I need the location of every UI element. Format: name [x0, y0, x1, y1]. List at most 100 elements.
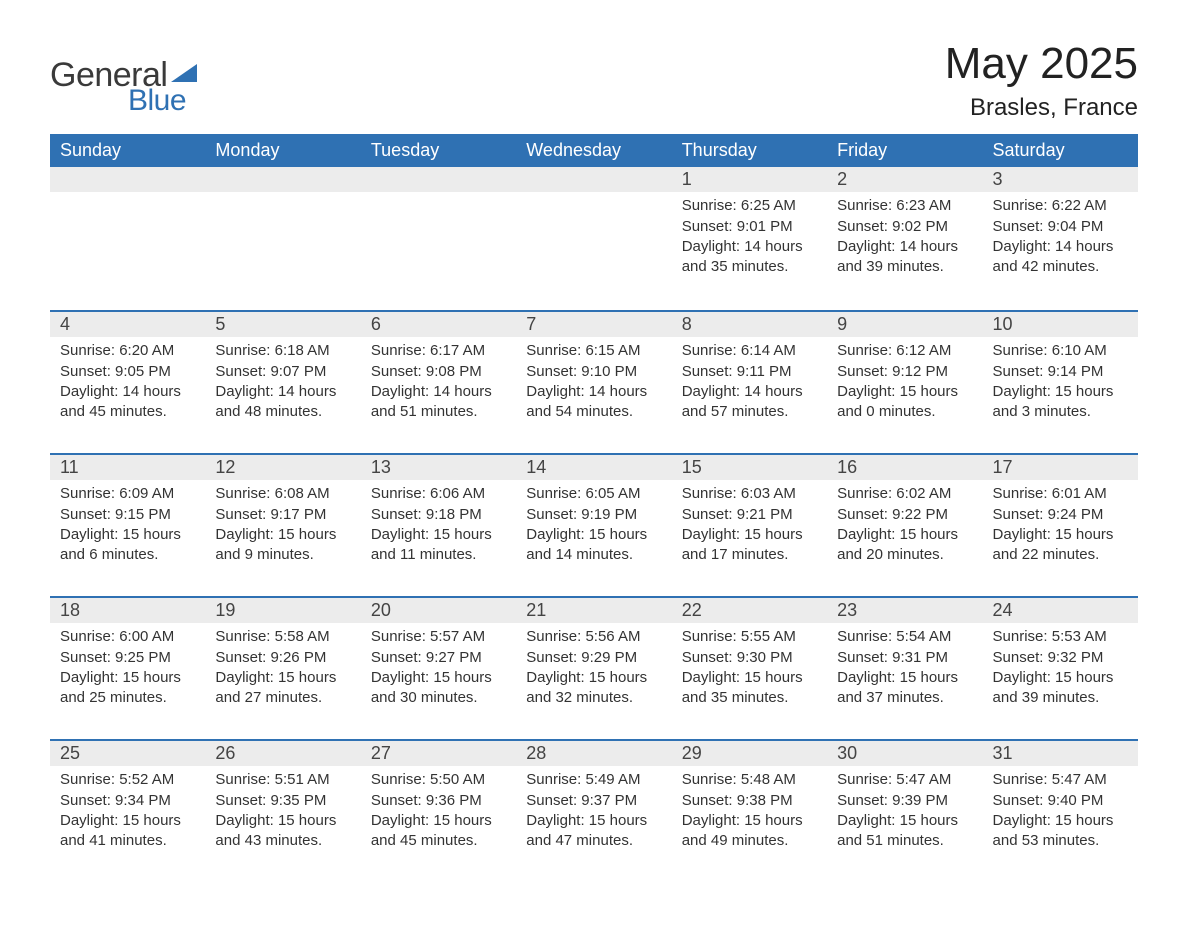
calendar-day-cell: 1Sunrise: 6:25 AMSunset: 9:01 PMDaylight… [672, 167, 827, 310]
day-details: Sunrise: 6:10 AMSunset: 9:14 PMDaylight:… [983, 337, 1138, 430]
calendar-day-cell: 28Sunrise: 5:49 AMSunset: 9:37 PMDayligh… [516, 739, 671, 882]
month-title: May 2025 [945, 40, 1138, 88]
sunset-line: Sunset: 9:18 PM [371, 505, 506, 525]
day-number: 2 [827, 167, 982, 192]
empty-day-number [50, 167, 205, 192]
daylight-line: Daylight: 14 hours and 35 minutes. [682, 237, 817, 278]
sunrise-line: Sunrise: 6:10 AM [993, 341, 1128, 361]
sunset-line: Sunset: 9:39 PM [837, 791, 972, 811]
sunset-line: Sunset: 9:04 PM [993, 217, 1128, 237]
day-details: Sunrise: 6:03 AMSunset: 9:21 PMDaylight:… [672, 480, 827, 573]
day-number: 18 [50, 596, 205, 623]
calendar-day-cell: 2Sunrise: 6:23 AMSunset: 9:02 PMDaylight… [827, 167, 982, 310]
sunrise-line: Sunrise: 5:51 AM [215, 770, 350, 790]
sunset-line: Sunset: 9:22 PM [837, 505, 972, 525]
weekday-header: Monday [205, 134, 360, 167]
empty-day-number [361, 167, 516, 192]
calendar-day-cell: 3Sunrise: 6:22 AMSunset: 9:04 PMDaylight… [983, 167, 1138, 310]
day-details: Sunrise: 5:49 AMSunset: 9:37 PMDaylight:… [516, 766, 671, 859]
sunrise-line: Sunrise: 5:56 AM [526, 627, 661, 647]
day-number: 20 [361, 596, 516, 623]
daylight-line: Daylight: 14 hours and 54 minutes. [526, 382, 661, 423]
day-details: Sunrise: 5:52 AMSunset: 9:34 PMDaylight:… [50, 766, 205, 859]
calendar-page: General Blue May 2025 Brasles, France Su… [0, 0, 1188, 932]
sunset-line: Sunset: 9:31 PM [837, 648, 972, 668]
weekday-header: Sunday [50, 134, 205, 167]
empty-day-number [205, 167, 360, 192]
weekday-header: Wednesday [516, 134, 671, 167]
sunrise-line: Sunrise: 5:47 AM [993, 770, 1128, 790]
weekday-header: Tuesday [361, 134, 516, 167]
sunrise-line: Sunrise: 5:55 AM [682, 627, 817, 647]
sunrise-line: Sunrise: 6:15 AM [526, 341, 661, 361]
day-number: 6 [361, 310, 516, 337]
day-number: 25 [50, 739, 205, 766]
daylight-line: Daylight: 14 hours and 51 minutes. [371, 382, 506, 423]
daylight-line: Daylight: 14 hours and 42 minutes. [993, 237, 1128, 278]
day-details: Sunrise: 6:25 AMSunset: 9:01 PMDaylight:… [672, 192, 827, 285]
daylight-line: Daylight: 15 hours and 30 minutes. [371, 668, 506, 709]
sunset-line: Sunset: 9:35 PM [215, 791, 350, 811]
day-number: 1 [672, 167, 827, 192]
day-details: Sunrise: 5:58 AMSunset: 9:26 PMDaylight:… [205, 623, 360, 716]
day-details: Sunrise: 6:23 AMSunset: 9:02 PMDaylight:… [827, 192, 982, 285]
calendar-table: SundayMondayTuesdayWednesdayThursdayFrid… [50, 134, 1138, 882]
daylight-line: Daylight: 15 hours and 17 minutes. [682, 525, 817, 566]
weekday-header: Thursday [672, 134, 827, 167]
day-number: 30 [827, 739, 982, 766]
sunrise-line: Sunrise: 6:05 AM [526, 484, 661, 504]
day-number: 31 [983, 739, 1138, 766]
calendar-day-cell: 26Sunrise: 5:51 AMSunset: 9:35 PMDayligh… [205, 739, 360, 882]
sunset-line: Sunset: 9:36 PM [371, 791, 506, 811]
day-details: Sunrise: 6:12 AMSunset: 9:12 PMDaylight:… [827, 337, 982, 430]
sunset-line: Sunset: 9:37 PM [526, 791, 661, 811]
day-details: Sunrise: 6:17 AMSunset: 9:08 PMDaylight:… [361, 337, 516, 430]
day-number: 10 [983, 310, 1138, 337]
sunrise-line: Sunrise: 5:52 AM [60, 770, 195, 790]
title-block: May 2025 Brasles, France [945, 40, 1138, 122]
calendar-day-cell: 15Sunrise: 6:03 AMSunset: 9:21 PMDayligh… [672, 453, 827, 596]
empty-day-number [516, 167, 671, 192]
sunrise-line: Sunrise: 6:03 AM [682, 484, 817, 504]
calendar-day-cell: 23Sunrise: 5:54 AMSunset: 9:31 PMDayligh… [827, 596, 982, 739]
sunset-line: Sunset: 9:14 PM [993, 362, 1128, 382]
daylight-line: Daylight: 15 hours and 47 minutes. [526, 811, 661, 852]
sunset-line: Sunset: 9:32 PM [993, 648, 1128, 668]
sunrise-line: Sunrise: 5:50 AM [371, 770, 506, 790]
sunrise-line: Sunrise: 5:54 AM [837, 627, 972, 647]
sunrise-line: Sunrise: 6:18 AM [215, 341, 350, 361]
calendar-day-cell: 8Sunrise: 6:14 AMSunset: 9:11 PMDaylight… [672, 310, 827, 453]
day-number: 24 [983, 596, 1138, 623]
calendar-empty-cell [361, 167, 516, 310]
sunset-line: Sunset: 9:08 PM [371, 362, 506, 382]
sunrise-line: Sunrise: 5:57 AM [371, 627, 506, 647]
calendar-day-cell: 11Sunrise: 6:09 AMSunset: 9:15 PMDayligh… [50, 453, 205, 596]
sunrise-line: Sunrise: 6:14 AM [682, 341, 817, 361]
daylight-line: Daylight: 15 hours and 3 minutes. [993, 382, 1128, 423]
day-details: Sunrise: 5:54 AMSunset: 9:31 PMDaylight:… [827, 623, 982, 716]
day-details: Sunrise: 6:15 AMSunset: 9:10 PMDaylight:… [516, 337, 671, 430]
day-details: Sunrise: 6:05 AMSunset: 9:19 PMDaylight:… [516, 480, 671, 573]
logo: General Blue [50, 40, 197, 116]
day-number: 13 [361, 453, 516, 480]
daylight-line: Daylight: 15 hours and 41 minutes. [60, 811, 195, 852]
day-details: Sunrise: 6:22 AMSunset: 9:04 PMDaylight:… [983, 192, 1138, 285]
calendar-day-cell: 13Sunrise: 6:06 AMSunset: 9:18 PMDayligh… [361, 453, 516, 596]
daylight-line: Daylight: 15 hours and 11 minutes. [371, 525, 506, 566]
daylight-line: Daylight: 15 hours and 37 minutes. [837, 668, 972, 709]
calendar-week-row: 18Sunrise: 6:00 AMSunset: 9:25 PMDayligh… [50, 596, 1138, 739]
sunset-line: Sunset: 9:10 PM [526, 362, 661, 382]
sunset-line: Sunset: 9:07 PM [215, 362, 350, 382]
daylight-line: Daylight: 14 hours and 39 minutes. [837, 237, 972, 278]
sunrise-line: Sunrise: 6:00 AM [60, 627, 195, 647]
sunset-line: Sunset: 9:38 PM [682, 791, 817, 811]
logo-word-blue: Blue [128, 86, 197, 116]
day-number: 17 [983, 453, 1138, 480]
sunset-line: Sunset: 9:26 PM [215, 648, 350, 668]
day-number: 28 [516, 739, 671, 766]
calendar-week-row: 4Sunrise: 6:20 AMSunset: 9:05 PMDaylight… [50, 310, 1138, 453]
day-number: 7 [516, 310, 671, 337]
day-details: Sunrise: 5:48 AMSunset: 9:38 PMDaylight:… [672, 766, 827, 859]
calendar-day-cell: 22Sunrise: 5:55 AMSunset: 9:30 PMDayligh… [672, 596, 827, 739]
sunrise-line: Sunrise: 6:01 AM [993, 484, 1128, 504]
